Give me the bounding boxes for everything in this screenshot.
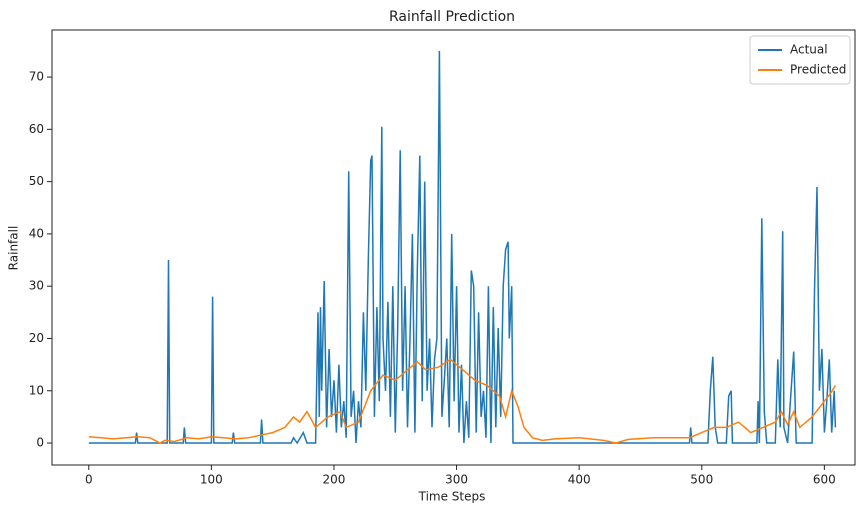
legend-label: Predicted bbox=[790, 63, 846, 77]
x-tick-label: 100 bbox=[200, 473, 223, 487]
y-axis-label: Rainfall bbox=[7, 226, 21, 271]
y-tick-label: 60 bbox=[29, 122, 44, 136]
x-tick-label: 0 bbox=[85, 473, 93, 487]
x-tick-label: 500 bbox=[690, 473, 713, 487]
y-tick-label: 20 bbox=[29, 331, 44, 345]
data-line bbox=[88, 50, 837, 445]
x-tick-label: 300 bbox=[445, 473, 468, 487]
x-tick-label: 600 bbox=[813, 473, 836, 487]
x-axis-label: Time Steps bbox=[418, 490, 486, 504]
y-tick-label: 50 bbox=[29, 174, 44, 188]
y-tick-label: 40 bbox=[29, 226, 44, 240]
legend-box bbox=[749, 35, 851, 85]
x-tick-label: 400 bbox=[568, 473, 591, 487]
plot-frame bbox=[51, 29, 856, 466]
data-line bbox=[88, 358, 837, 444]
y-tick-label: 30 bbox=[29, 279, 44, 293]
chart-title: Rainfall Prediction bbox=[389, 9, 515, 25]
y-tick-label: 0 bbox=[36, 436, 44, 450]
y-tick-label: 70 bbox=[29, 70, 44, 84]
legend-label: Actual bbox=[790, 43, 828, 57]
x-tick-label: 200 bbox=[323, 473, 346, 487]
y-tick-label: 10 bbox=[29, 383, 44, 397]
